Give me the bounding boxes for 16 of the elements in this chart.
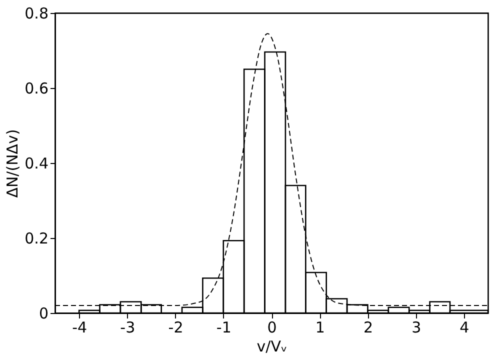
y-tick-label: 0.8: [24, 4, 48, 22]
x-tick-label: 3: [412, 318, 422, 336]
x-tick-label: -2: [168, 318, 184, 336]
y-tick-label: 0.6: [24, 80, 48, 98]
x-tick-label: -4: [72, 318, 88, 336]
x-tick-label: 4: [460, 318, 470, 336]
y-tick-label: 0.4: [24, 154, 48, 172]
x-tick-label: 0: [267, 318, 277, 336]
x-tick-label: 1: [315, 318, 325, 336]
y-tick-label: 0: [38, 304, 48, 322]
x-tick-label: -1: [216, 318, 232, 336]
y-tick-label: 0.2: [24, 230, 48, 248]
x-tick-label: 2: [363, 318, 373, 336]
x-tick-label: -3: [120, 318, 136, 336]
x-axis-title: v/Vᵥ: [256, 338, 288, 356]
y-axis-title: ΔN/(NΔv): [4, 129, 22, 198]
